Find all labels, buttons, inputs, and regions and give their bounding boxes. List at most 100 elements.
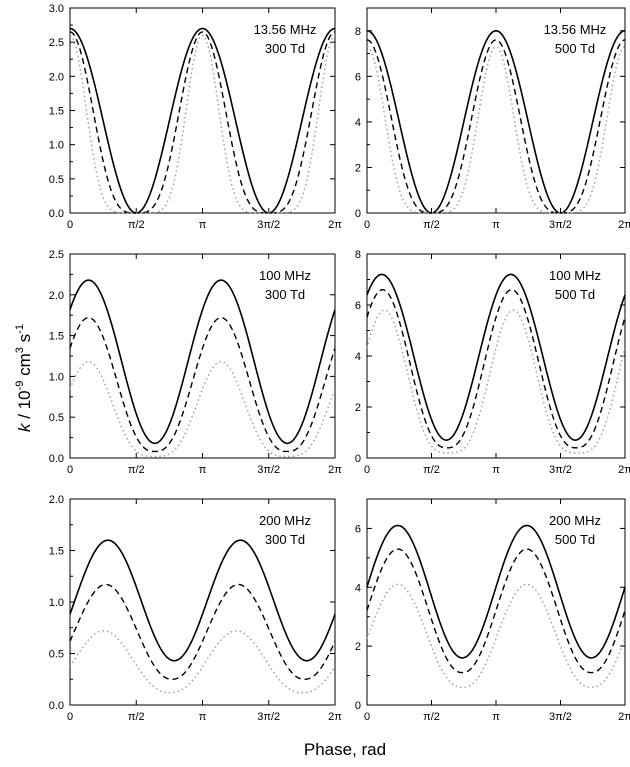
panel-label-frequency: 200 MHz [259, 513, 311, 528]
series-line-dotted [69, 34, 336, 214]
x-tick-label: 0 [67, 711, 73, 723]
y-tick-label: 0.5 [49, 649, 64, 661]
x-tick-label: 3π/2 [549, 464, 572, 476]
y-tick-label: 2 [355, 641, 361, 653]
series-line-solid [366, 29, 626, 214]
series-line-dashed [366, 548, 626, 674]
plot-frame [69, 7, 336, 214]
svg-text:k / 10-9 cm3 s-1: k / 10-9 cm3 s-1 [14, 324, 34, 432]
y-tick-label: 0 [355, 453, 361, 465]
x-tick-label: 2π [618, 464, 630, 476]
series-line-solid [69, 279, 336, 445]
x-tick-label: 2π [618, 711, 630, 723]
y-axis-title-exp2: 3 [14, 347, 26, 353]
y-tick-label: 6 [355, 71, 361, 83]
panel-label-frequency: 100 MHz [259, 268, 311, 283]
y-tick-label: 0.5 [49, 412, 64, 424]
panel-4: 0 2 4 6 8 0 π/2 π 3π/2 2π 100 MHz 500 Td [355, 249, 630, 476]
panel-label-frequency: 13.56 MHz [254, 22, 317, 37]
panel-label-frequency: 100 MHz [549, 268, 601, 283]
x-tick-label: 0 [67, 464, 73, 476]
series-line-solid [366, 524, 626, 659]
y-tick-label: 6 [355, 300, 361, 312]
y-tick-label: 8 [355, 249, 361, 261]
y-tick-label: 0.5 [49, 174, 64, 186]
x-tick-label: 2π [328, 219, 342, 231]
panel-label-field: 300 Td [265, 41, 305, 56]
x-tick-label: π [199, 219, 207, 231]
y-tick-label: 1.0 [49, 140, 64, 152]
x-tick-label: π/2 [423, 464, 440, 476]
panel-5: 0.0 0.5 1.0 1.5 2.0 0 π/2 π 3π/2 2π 200 MHz 300 Td [49, 494, 343, 723]
y-axis-title-s: s [15, 334, 34, 347]
x-tick-label: π/2 [128, 711, 145, 723]
y-axis-title-exp3: -1 [14, 324, 26, 334]
y-axis-title: k / 10-9 cm3 s-1 [14, 324, 34, 432]
y-tick-label: 3.0 [49, 3, 64, 15]
x-tick-label: 3π/2 [257, 711, 280, 723]
x-tick-label: 0 [364, 464, 370, 476]
x-axis-title: Phase, rad [304, 740, 386, 759]
panel-label-field: 500 Td [555, 532, 595, 547]
x-tick-label: 2π [328, 464, 342, 476]
panel-3: 0.0 0.5 1.0 1.5 2.0 2.5 0 π/2 π 3π/2 2π 100 MHz 300 … [49, 249, 343, 476]
panel-label-field: 300 Td [265, 287, 305, 302]
y-axis-title-unit: / 10 [15, 390, 34, 423]
x-tick-label: 2π [618, 219, 630, 231]
panel-2: 0 2 4 6 8 0 π/2 π 3π/2 2π 13.56 MHz 500 Td [355, 7, 630, 231]
plot-frame [69, 498, 336, 706]
panel-label-frequency: 13.56 MHz [544, 22, 607, 37]
x-tick-label: π/2 [128, 219, 145, 231]
x-tick-label: 0 [364, 219, 370, 231]
y-tick-label: 0 [355, 700, 361, 712]
series-line-dotted [366, 45, 626, 214]
y-tick-label: 2.5 [49, 249, 64, 261]
y-tick-label: 4 [355, 351, 361, 363]
x-tick-label: π/2 [128, 464, 145, 476]
x-tick-label: π [492, 219, 500, 231]
panel-label-frequency: 200 MHz [549, 513, 601, 528]
panel-6: 0 2 4 6 0 π/2 π 3π/2 2π 200 MHz 500 Td [355, 498, 630, 723]
y-tick-label: 0.0 [49, 453, 64, 465]
x-tick-label: 3π/2 [257, 464, 280, 476]
y-tick-label: 2.0 [49, 71, 64, 83]
x-tick-label: π/2 [423, 219, 440, 231]
x-tick-label: π [199, 464, 207, 476]
panel-label-field: 500 Td [555, 287, 595, 302]
x-tick-label: 3π/2 [257, 219, 280, 231]
y-tick-label: 2.5 [49, 37, 64, 49]
series-line-dashed [69, 316, 336, 453]
y-tick-label: 0 [355, 208, 361, 220]
x-tick-label: 0 [67, 219, 73, 231]
panel-label-field: 500 Td [555, 41, 595, 56]
y-tick-label: 6 [355, 523, 361, 535]
series-line-dashed [69, 583, 336, 680]
series-line-dashed [69, 31, 336, 214]
series-line-dashed [366, 39, 626, 214]
y-tick-label: 1.5 [49, 106, 64, 118]
panel-label-field: 300 Td [265, 532, 305, 547]
x-tick-label: 3π/2 [549, 219, 572, 231]
y-tick-label: 2 [355, 402, 361, 414]
y-axis-title-cm: cm [15, 353, 34, 380]
x-tick-label: 2π [328, 711, 342, 723]
x-tick-label: π [199, 711, 207, 723]
y-tick-label: 2.0 [49, 494, 64, 506]
series-line-solid [366, 273, 626, 441]
series-line-dotted [366, 309, 626, 454]
x-tick-label: π [492, 711, 500, 723]
y-tick-label: 2 [355, 162, 361, 174]
x-tick-label: 3π/2 [549, 711, 572, 723]
series-line-dotted [366, 583, 626, 689]
series-line-dashed [366, 289, 626, 449]
series-line-solid [69, 539, 336, 662]
y-axis-title-symbol: k [15, 422, 34, 432]
y-tick-label: 0.0 [49, 208, 64, 220]
series-line-solid [69, 27, 336, 214]
series-line-dotted [69, 361, 336, 458]
y-tick-label: 1.0 [49, 371, 64, 383]
y-tick-label: 1.5 [49, 331, 64, 343]
x-tick-label: π/2 [423, 711, 440, 723]
